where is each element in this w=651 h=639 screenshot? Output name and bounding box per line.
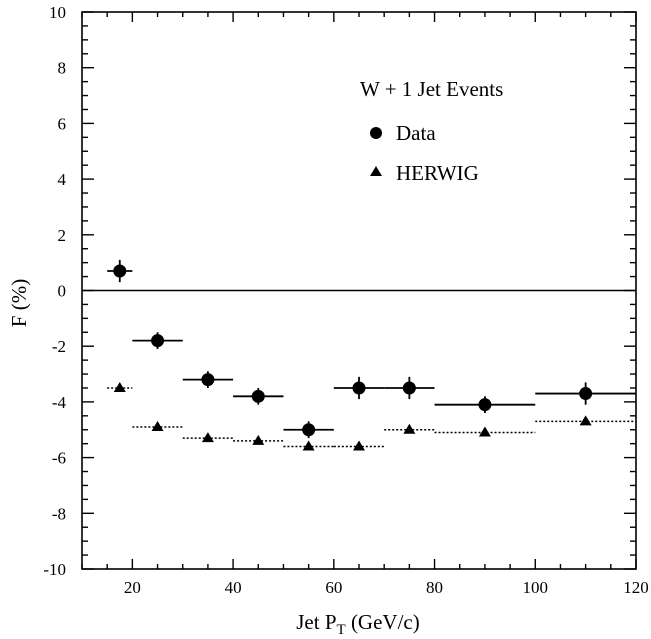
data-point: [302, 423, 316, 437]
herwig-point: [403, 423, 416, 434]
y-tick-label: 8: [58, 59, 67, 78]
y-axis-title: F (%): [7, 279, 31, 327]
y-tick-label: -10: [43, 560, 66, 579]
herwig-point: [113, 381, 126, 392]
data-point: [113, 264, 127, 278]
x-tick-label: 60: [325, 578, 342, 597]
y-tick-label: 10: [49, 3, 66, 22]
y-tick-label: 4: [58, 170, 67, 189]
legend-herwig-marker: [370, 166, 382, 176]
plot-area: 20 40 60 80 100 120 -10 -8 -6 -4 -2 0 2 4 6 8 10: [43, 3, 648, 597]
x-tick-label: 20: [124, 578, 141, 597]
herwig-point: [579, 415, 592, 426]
y-tick-label: -4: [52, 393, 67, 412]
y-tick-label: -2: [52, 337, 66, 356]
herwig-point: [151, 420, 164, 431]
x-tick-label: 80: [426, 578, 443, 597]
legend-herwig-label: HERWIG: [396, 161, 479, 185]
data-point: [579, 387, 593, 401]
y-tick-label: 2: [58, 226, 67, 245]
legend-data-marker: [370, 127, 382, 139]
data-point: [352, 381, 366, 395]
x-tick-label: 100: [523, 578, 549, 597]
y-tick-label: 0: [58, 282, 67, 301]
data-point: [251, 389, 265, 403]
data-point: [151, 334, 165, 348]
data-point: [478, 398, 492, 412]
x-axis-title: Jet PT (GeV/c): [296, 610, 419, 638]
x-axis-title-main: Jet P: [296, 610, 336, 634]
data-point: [201, 373, 215, 387]
y-tick-label: -6: [52, 449, 66, 468]
x-axis-title-subscript: T: [337, 622, 346, 638]
legend-data-label: Data: [396, 121, 436, 145]
legend: W + 1 Jet Events Data HERWIG: [360, 77, 503, 185]
x-tick-label: 120: [623, 578, 649, 597]
axis-ticks: 20 40 60 80 100 120 -10 -8 -6 -4 -2 0 2 4 6 8 10: [43, 3, 648, 597]
herwig-point: [201, 432, 214, 443]
data-marks: [107, 259, 636, 451]
x-tick-label: 40: [225, 578, 242, 597]
herwig-point: [478, 426, 491, 437]
legend-title: W + 1 Jet Events: [360, 77, 503, 101]
herwig-point: [252, 434, 265, 445]
data-point: [402, 381, 416, 395]
herwig-point: [302, 440, 315, 451]
y-tick-label: 6: [58, 114, 67, 133]
herwig-point: [353, 440, 365, 451]
y-tick-label: -8: [52, 504, 66, 523]
x-axis-title-units: (GeV/c): [346, 610, 420, 634]
